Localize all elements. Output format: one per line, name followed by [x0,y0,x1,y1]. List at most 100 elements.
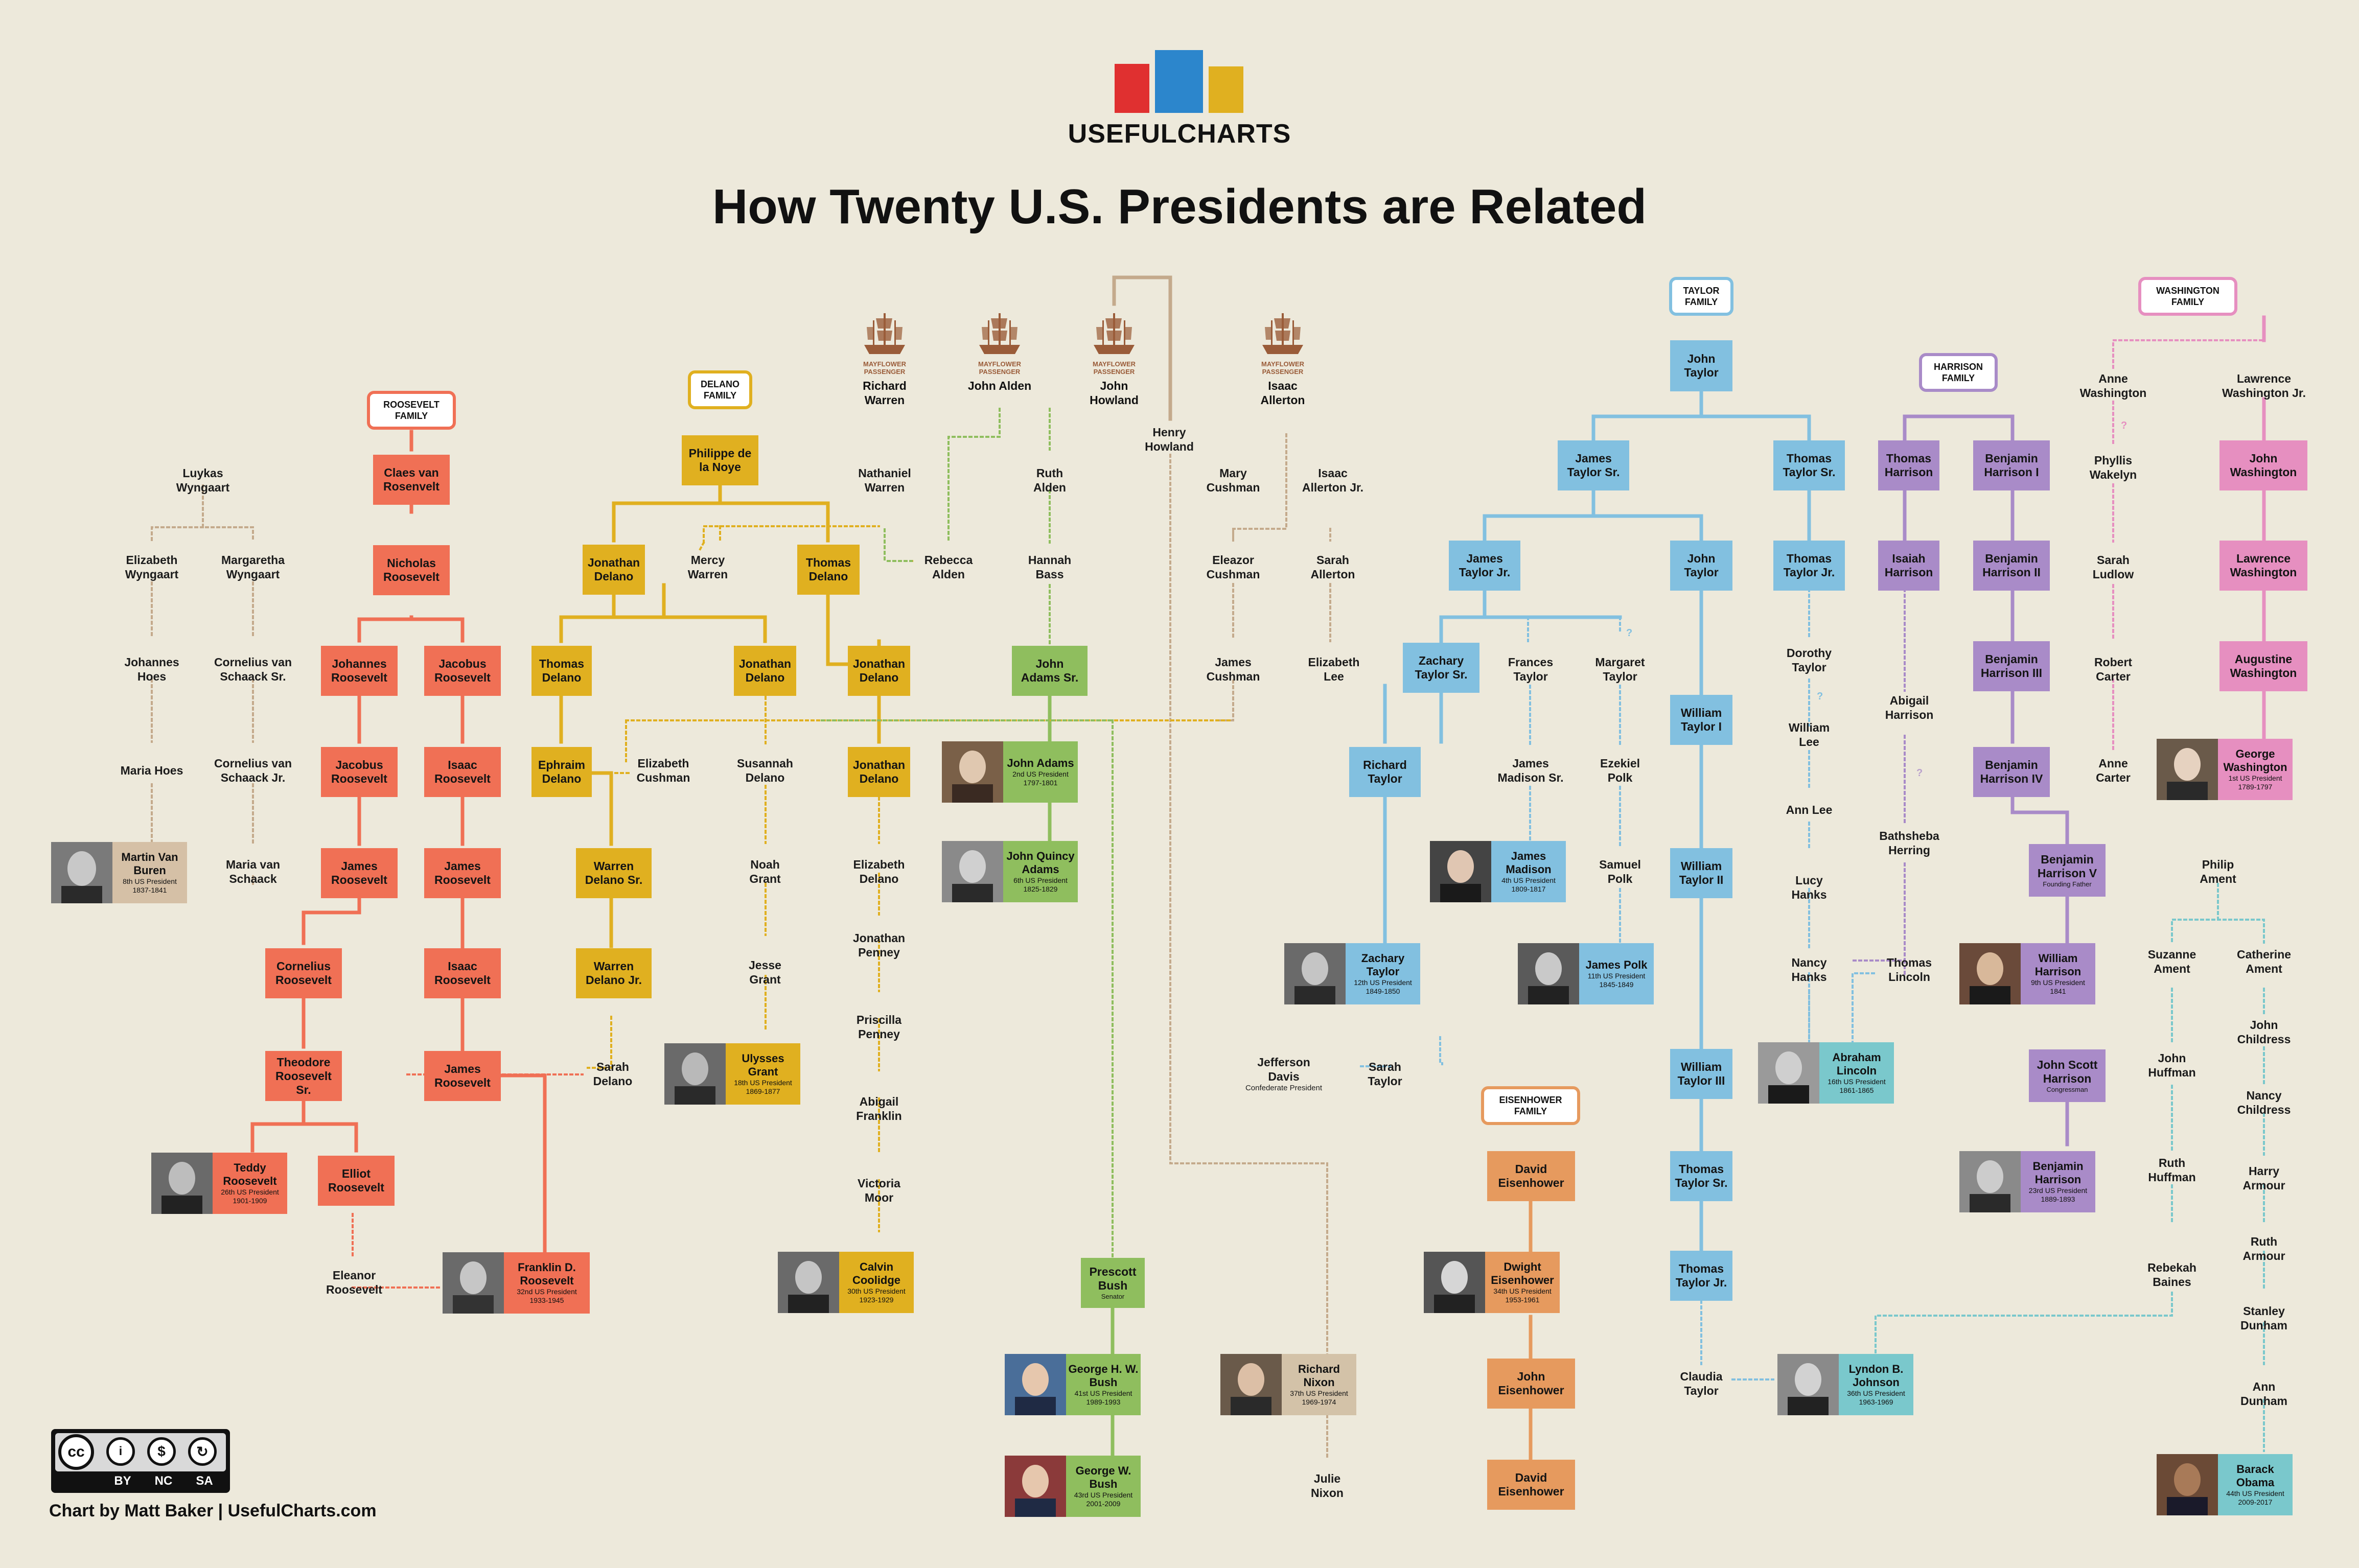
person-box: John Washington [2219,440,2307,490]
family-label-roosevelt: ROOSEVELT FAMILY [367,391,456,430]
person-name: John Scott Harrison [2037,1058,2098,1085]
person-box: Thomas Taylor Jr. [1773,541,1845,591]
person-name: Ann Lee [1786,803,1833,816]
person-name: Lucy Hanks [1791,874,1827,901]
person-box: Warren Delano Sr. [576,848,652,898]
person-box: Thomas Delano [797,545,860,595]
person-box: Thomas Taylor Sr. [1773,440,1845,490]
president-years: 1797-1801 [1023,779,1058,787]
president-years: 1889-1893 [2041,1195,2075,1203]
person-name: Margaretha Wyngaart [221,553,285,581]
portrait-icon [151,1153,213,1214]
president-card: Ulysses Grant 18th US President 1869-1877 [664,1043,800,1105]
president-card: Calvin Coolidge 30th US President 1923-192… [778,1252,914,1313]
president-card: James Polk 11th US President 1845-1849 [1518,943,1654,1004]
portrait-icon [443,1252,504,1314]
person-name: Lawrence Washington Jr. [2222,372,2306,400]
portrait-icon [778,1252,839,1313]
person-name: Elizabeth Wyngaart [125,553,179,581]
person-box: Jonathan Delano [848,747,910,797]
president-years: 1953-1961 [1505,1296,1540,1304]
president-name: Benjamin Harrison [2032,1160,2084,1186]
person-name: Phyllis Wakelyn [2089,454,2137,481]
person-name: Nancy Hanks [1791,956,1827,984]
logo-bar-red [1115,64,1149,113]
person-name: Ruth Alden [1033,466,1066,494]
person-box: Lawrence Washington [2219,541,2307,591]
person-box: Ephraim Delano [531,747,592,797]
person-box: Cornelius Roosevelt [265,948,342,998]
person-box: William Taylor I [1670,695,1732,745]
portrait-icon [2157,1454,2218,1515]
president-years: 1845-1849 [1599,980,1634,989]
president-years: 1989-1993 [1086,1398,1121,1406]
person-name: Mary Cushman [1206,466,1260,494]
person-name: James Madison Sr. [1497,757,1564,784]
president-ordinal: 8th US President [123,877,177,885]
person-box: James Taylor Sr. [1558,440,1629,490]
howland-lines [1112,275,1172,421]
person-name: Philip Ament [2200,858,2236,885]
president-card: Abraham Lincoln 16th US President 1861-186… [1758,1042,1894,1104]
person-box: James Roosevelt [424,848,501,898]
president-years: 1789-1797 [2238,783,2273,791]
harrison-lines [1903,414,2069,1146]
passenger-name: Richard Warren [863,379,907,407]
mayflower-caption: MAYFLOWER PASSENGER [1092,360,1136,376]
license-label-sa: SA [196,1474,213,1488]
president-name: Barack Obama [2236,1463,2275,1489]
person-icon: i [106,1437,135,1466]
chart-title: How Twenty U.S. Presidents are Related [712,179,1647,234]
usefulcharts-logo [1115,50,1244,119]
president-card: John Quincy Adams 6th US President 1825-18… [942,841,1078,902]
person-box: Thomas Taylor Jr. [1670,1251,1732,1301]
person-box: Jonathan Delano [583,545,645,595]
president-ordinal: 32nd US President [517,1288,577,1296]
person-box: Thomas Harrison [1878,440,1939,490]
family-label-harrison: HARRISON FAMILY [1919,353,1998,392]
person-name: Anne Washington [2079,372,2147,400]
person-name: Dorothy Taylor [1786,646,1832,674]
person-box: Benjamin Harrison III [1973,641,2050,691]
president-ordinal: 30th US President [847,1287,906,1295]
person-name: John Childress [2237,1018,2291,1046]
person-name: Victoria Moor [858,1177,900,1204]
person-box: Claes van Rosenvelt [373,455,450,505]
president-name: Teddy Roosevelt [223,1161,277,1187]
president-ordinal: 6th US President [1013,876,1068,884]
person-name: Anne Carter [2096,757,2131,784]
president-name: Zachary Taylor [1361,952,1405,978]
person-name: Prescott Bush [1089,1265,1137,1292]
portrait-icon [1430,841,1491,902]
president-ordinal: 23rd US President [2028,1186,2088,1195]
president-ordinal: 18th US President [734,1079,792,1087]
president-ordinal: 11th US President [1587,972,1646,980]
person-name: Rebecca Alden [924,553,973,581]
president-name: John Adams [1007,757,1074,769]
person-name: Priscilla Penney [856,1013,902,1041]
person-name: Eleanor Roosevelt [326,1269,382,1296]
president-years: 2009-2017 [2238,1498,2273,1506]
ship-icon [864,313,905,354]
president-card: Dwight Eisenhower 34th US President 1953-1… [1424,1252,1560,1313]
person-name: Johannes Hoes [124,656,179,683]
person-name: James Cushman [1206,656,1260,683]
person-box: Warren Delano Jr. [576,948,652,998]
president-card: Lyndon B. Johnson 36th US President 1963-1… [1777,1354,1913,1415]
president-ordinal: 16th US President [1828,1078,1886,1086]
president-ordinal: 1st US President [2228,774,2282,782]
person-box: Benjamin Harrison II [1973,541,2050,591]
person-name: Maria Hoes [120,764,183,777]
chart-credit[interactable]: Chart by Matt Baker | UsefulCharts.com [49,1501,377,1520]
president-ordinal: 43rd US President [1074,1491,1133,1499]
portrait-icon [1424,1252,1485,1313]
person-name: Harry Armour [2242,1164,2285,1192]
person-name: Noah Grant [749,858,781,885]
person-name: Benjamin Harrison V [2037,852,2097,880]
portrait-icon [2157,739,2218,800]
president-years: 1869-1877 [746,1087,780,1095]
portrait-icon [1220,1354,1282,1415]
person-role: Confederate President [1245,1084,1323,1092]
president-ordinal: 36th US President [1847,1389,1905,1397]
president-ordinal: 9th US President [2031,978,2085,987]
